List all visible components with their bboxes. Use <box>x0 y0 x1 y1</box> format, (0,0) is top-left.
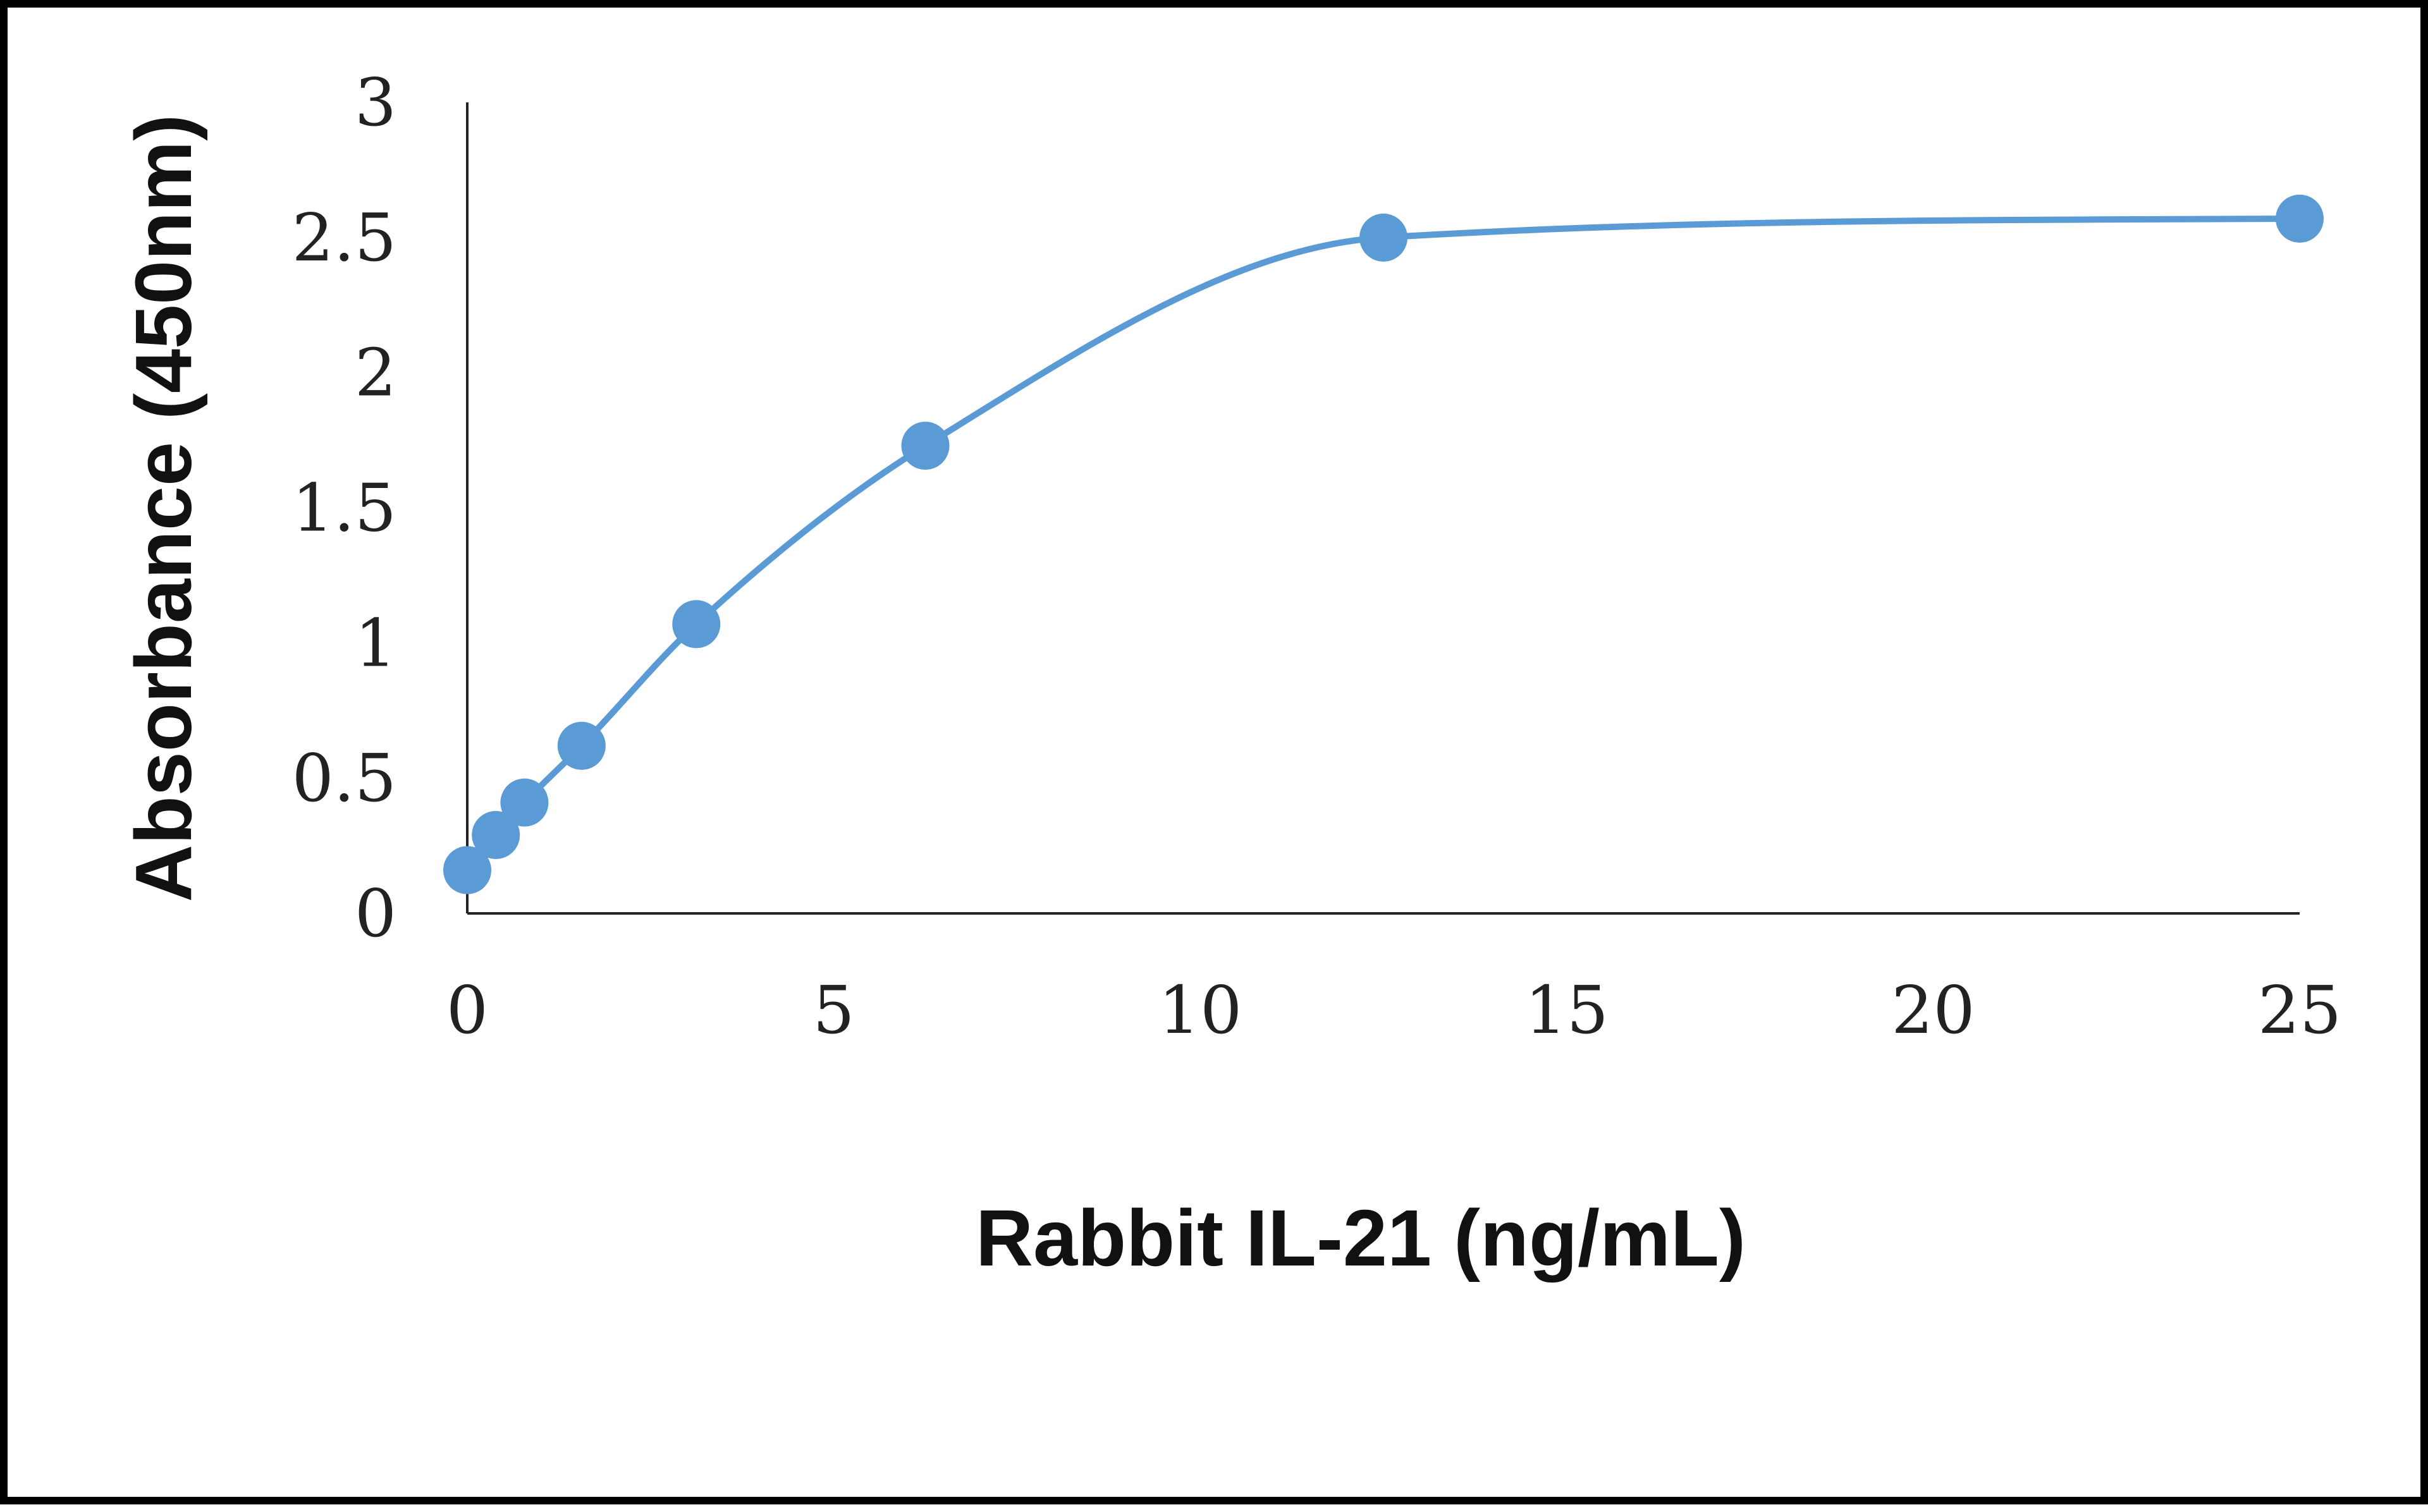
data-point <box>472 810 520 859</box>
data-point <box>2276 194 2324 243</box>
data-point <box>500 778 549 827</box>
x-axis-title: Rabbit IL-21 (ng/mL) <box>976 1193 1746 1283</box>
y-tick-label: 3 <box>355 64 396 141</box>
x-tick-labels: 0 5 10 15 20 25 <box>446 972 2341 1049</box>
y-tick-label: 1 <box>355 604 396 681</box>
y-tick-labels: 0 0.5 1 1.5 2 2.5 3 <box>292 64 396 952</box>
y-tick-label: 2.5 <box>292 199 396 276</box>
series-group <box>443 194 2324 894</box>
y-tick-label: 1.5 <box>292 470 396 547</box>
data-point <box>443 846 491 894</box>
x-tick-label: 15 <box>1525 972 1609 1049</box>
line-chart: 0 0.5 1 1.5 2 2.5 3 0 5 10 15 20 25 Rabbit IL-21 (n… <box>119 64 2341 1283</box>
x-tick-label: 10 <box>1158 972 1242 1049</box>
x-tick-label: 25 <box>2258 972 2341 1049</box>
x-tick-label: 20 <box>1891 972 1975 1049</box>
data-point <box>1359 213 1407 262</box>
axes <box>466 102 2300 915</box>
y-tick-label: 2 <box>355 334 396 412</box>
y-tick-label: 0.5 <box>292 740 396 817</box>
y-tick-label: 0 <box>355 875 396 952</box>
x-tick-label: 0 <box>446 972 488 1049</box>
x-tick-label: 5 <box>813 972 855 1049</box>
y-axis-title: Absorbance (450nm) <box>119 114 208 902</box>
data-point <box>672 600 721 649</box>
data-point <box>557 721 606 770</box>
data-point <box>901 422 950 470</box>
series-line <box>464 215 2303 874</box>
